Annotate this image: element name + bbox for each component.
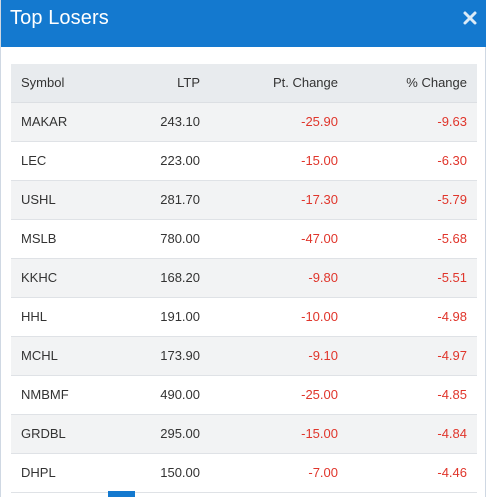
ltp-cell: 490.00 (160, 387, 200, 402)
pct-change-cell: -5.68 (437, 231, 467, 246)
symbol-cell[interactable]: NMBMF (21, 387, 69, 402)
column-header-symbol[interactable]: Symbol (11, 64, 111, 103)
pt-change-cell: -9.10 (308, 348, 338, 363)
symbol-cell[interactable]: USHL (21, 192, 56, 207)
column-header-pt-change[interactable]: Pt. Change (210, 64, 348, 103)
close-icon[interactable] (462, 10, 478, 26)
pct-change-cell: -5.51 (437, 270, 467, 285)
ltp-cell: 780.00 (160, 231, 200, 246)
pt-change-cell: -47.00 (301, 231, 338, 246)
dialog-title: Top Losers (10, 7, 109, 29)
table-row[interactable]: GRDBL 295.00 -15.00 -4.84 (11, 414, 477, 453)
table-row[interactable]: LEC 223.00 -15.00 -6.30 (11, 141, 477, 180)
column-header-ltp[interactable]: LTP (111, 64, 210, 103)
ltp-cell: 173.90 (160, 348, 200, 363)
pt-change-cell: -15.00 (301, 426, 338, 441)
table-row[interactable]: MCHL 173.90 -9.10 -4.97 (11, 336, 477, 375)
symbol-cell[interactable]: MAKAR (21, 114, 68, 129)
table-row[interactable]: USHL 281.70 -17.30 -5.79 (11, 180, 477, 219)
column-header-pct-change[interactable]: % Change (348, 64, 477, 103)
table-row[interactable]: MSLB 780.00 -47.00 -5.68 (11, 219, 477, 258)
pct-change-cell: -4.85 (437, 387, 467, 402)
ltp-cell: 150.00 (160, 465, 200, 480)
table-body: MAKAR 243.10 -25.90 -9.63 LEC 223.00 -15.00 -6.… (11, 102, 477, 492)
pct-change-cell: -5.79 (437, 192, 467, 207)
pt-change-cell: -25.90 (301, 114, 338, 129)
ltp-cell: 281.70 (160, 192, 200, 207)
pt-change-cell: -15.00 (301, 153, 338, 168)
ltp-cell: 168.20 (160, 270, 200, 285)
table-row[interactable]: KKHC 168.20 -9.80 -5.51 (11, 258, 477, 297)
ltp-cell: 295.00 (160, 426, 200, 441)
table-header-row: Symbol LTP Pt. Change % Change (11, 64, 477, 103)
pct-change-cell: -4.84 (437, 426, 467, 441)
pct-change-cell: -9.63 (437, 114, 467, 129)
pct-change-cell: -4.46 (437, 465, 467, 480)
pt-change-cell: -10.00 (301, 309, 338, 324)
table-header: Symbol LTP Pt. Change % Change (11, 64, 477, 103)
symbol-cell[interactable]: HHL (21, 309, 48, 324)
ltp-cell: 223.00 (160, 153, 200, 168)
pct-change-cell: -4.97 (437, 348, 467, 363)
pt-change-cell: -7.00 (308, 465, 338, 480)
losers-table: Symbol LTP Pt. Change % Change MAKAR 243.… (11, 64, 477, 493)
pt-change-cell: -25.00 (301, 387, 338, 402)
symbol-cell[interactable]: GRDBL (21, 426, 66, 441)
table-row[interactable]: DHPL 150.00 -7.00 -4.46 (11, 453, 477, 492)
ltp-cell: 191.00 (160, 309, 200, 324)
symbol-cell[interactable]: DHPL (21, 465, 56, 480)
horizontal-scrollbar-thumb[interactable] (108, 491, 135, 497)
table-row[interactable]: NMBMF 490.00 -25.00 -4.85 (11, 375, 477, 414)
table-row[interactable]: MAKAR 243.10 -25.90 -9.63 (11, 102, 477, 141)
symbol-cell[interactable]: KKHC (21, 270, 58, 285)
table-row[interactable]: HHL 191.00 -10.00 -4.98 (11, 297, 477, 336)
dialog-header: Top Losers (1, 0, 486, 47)
symbol-cell[interactable]: MCHL (21, 348, 58, 363)
pt-change-cell: -9.80 (308, 270, 338, 285)
pct-change-cell: -6.30 (437, 153, 467, 168)
symbol-cell[interactable]: LEC (21, 153, 47, 168)
losers-table-container: Symbol LTP Pt. Change % Change MAKAR 243.… (11, 64, 477, 493)
pct-change-cell: -4.98 (437, 309, 467, 324)
ltp-cell: 243.10 (160, 114, 200, 129)
symbol-cell[interactable]: MSLB (21, 231, 57, 246)
pt-change-cell: -17.30 (301, 192, 338, 207)
